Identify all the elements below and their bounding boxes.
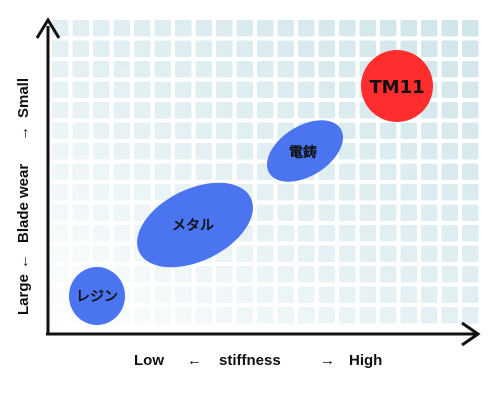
y-axis-title: Blade wear bbox=[15, 164, 32, 243]
x-axis-high-label: High bbox=[349, 352, 382, 369]
x-axis-title: stiffness bbox=[219, 352, 281, 369]
y-axis-arrowhead bbox=[35, 17, 61, 39]
y-axis-low-label: Large bbox=[15, 274, 32, 315]
resin-bubble bbox=[69, 267, 125, 325]
y-axis-down-arrow: ← bbox=[15, 254, 32, 269]
metal-bubble bbox=[137, 182, 253, 268]
y-axis-high-label: Small bbox=[15, 78, 32, 118]
x-axis-low-label: Low bbox=[134, 352, 164, 369]
x-axis-caption: Low ← stiffness → High bbox=[134, 352, 382, 369]
item-electroformed: 電鋳 bbox=[266, 120, 344, 182]
y-axis-caption: Large ← Blade wear → Small bbox=[15, 78, 32, 315]
x-axis-right-arrow: → bbox=[320, 352, 335, 369]
item-metal: メタル bbox=[137, 182, 253, 268]
x-axis-left-arrow: ← bbox=[187, 352, 202, 369]
resin-label: レジン bbox=[76, 289, 118, 305]
y-axis-up-arrow: → bbox=[15, 126, 32, 141]
metal-label: メタル bbox=[172, 218, 214, 234]
x-axis-arrowhead bbox=[461, 321, 481, 347]
electroformed-label: 電鋳 bbox=[289, 144, 317, 161]
item-tm11: TM11 bbox=[361, 50, 433, 122]
tm11-bubble bbox=[361, 50, 433, 122]
electroformed-bubble bbox=[266, 120, 344, 182]
item-resin: レジン bbox=[69, 267, 125, 325]
axes bbox=[35, 17, 481, 347]
tm11-label: TM11 bbox=[369, 77, 424, 98]
